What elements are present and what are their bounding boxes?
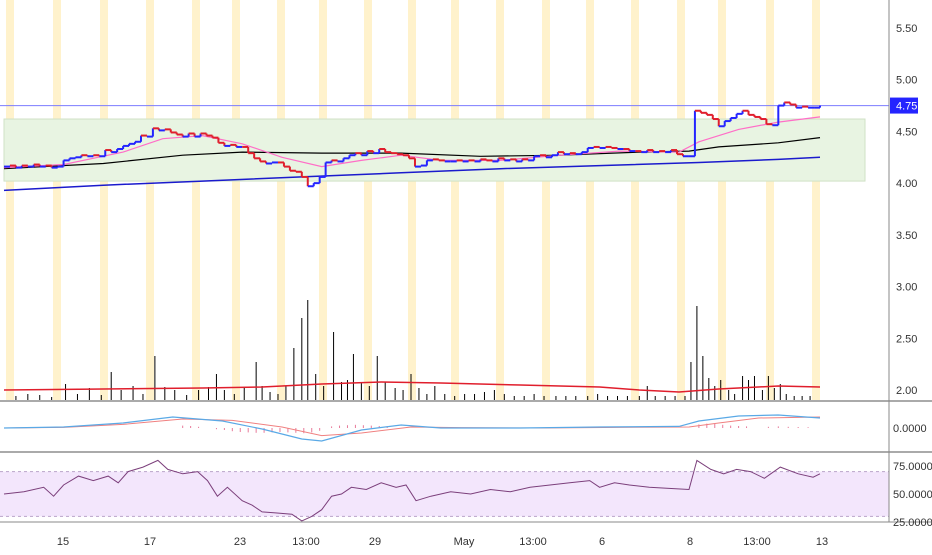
rsi-line — [3, 459, 821, 522]
session-band — [146, 0, 154, 400]
session-band — [364, 0, 372, 400]
time-tick-label: 29 — [369, 536, 381, 548]
time-tick-label: 13:00 — [519, 536, 547, 548]
rsi-tick-label: 75.0000 — [893, 461, 932, 473]
session-band — [812, 0, 820, 400]
time-tick-label: May — [454, 536, 475, 548]
price-tick-label: 4.00 — [896, 178, 917, 190]
price-tick-label: 3.00 — [896, 282, 917, 294]
session-band — [586, 0, 594, 400]
macd-line — [3, 414, 821, 442]
macd-signal-line — [3, 416, 821, 437]
session-band — [631, 0, 639, 400]
price-tick-label: 5.50 — [896, 23, 917, 35]
session-band — [718, 0, 726, 400]
macd-tick-label: 0.0000 — [893, 423, 927, 435]
session-band — [100, 0, 108, 400]
ma-blue-line — [3, 156, 821, 192]
time-tick-label: 15 — [57, 536, 69, 548]
session-band — [277, 0, 285, 400]
rsi-tick-label: 50.0000 — [893, 489, 932, 501]
price-tick-label: 2.50 — [896, 333, 917, 345]
time-tick-label: 13:00 — [292, 536, 320, 548]
price-tick-label: 5.00 — [896, 75, 917, 87]
time-tick-label: 8 — [687, 536, 693, 548]
time-tick-label: 13:00 — [743, 536, 771, 548]
macd-panel[interactable] — [3, 414, 821, 442]
session-band — [451, 0, 459, 400]
session-band — [542, 0, 550, 400]
rsi-band — [0, 471, 889, 517]
time-tick-label: 13 — [816, 536, 828, 548]
session-band — [766, 0, 774, 400]
background-layer — [0, 0, 889, 400]
price-panel[interactable] — [3, 101, 821, 400]
session-band — [192, 0, 200, 400]
volume-ma-line — [3, 381, 821, 393]
time-tick-label: 6 — [599, 536, 605, 548]
time-tick-label: 17 — [144, 536, 156, 548]
session-band — [677, 0, 685, 400]
price-tick-label: 2.00 — [896, 385, 917, 397]
rsi-panel[interactable] — [0, 459, 889, 522]
ma-pink-line — [3, 116, 821, 169]
ma-black-line — [3, 137, 821, 170]
session-band — [408, 0, 416, 400]
last-price-badge — [890, 97, 918, 114]
session-band — [53, 0, 61, 400]
session-band — [319, 0, 327, 400]
last-price-label: 4.75 — [896, 101, 917, 113]
price-tick-label: 4.50 — [896, 126, 917, 138]
session-band — [232, 0, 240, 400]
price-tick-label: 3.50 — [896, 230, 917, 242]
session-band — [6, 0, 14, 400]
session-band — [496, 0, 504, 400]
rsi-tick-label: 25.0000 — [893, 517, 932, 529]
time-tick-label: 23 — [234, 536, 246, 548]
